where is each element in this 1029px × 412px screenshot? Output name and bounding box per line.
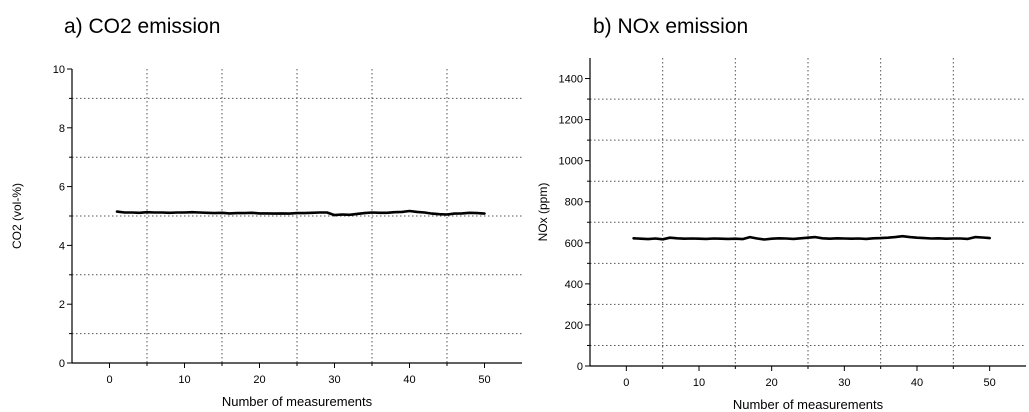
chart-a-y-tick-label-2: 4	[59, 240, 65, 252]
chart-b-x-tick-label-1: 10	[693, 377, 705, 389]
chart-a-x-axis-label: Number of measurements	[222, 394, 373, 409]
chart-a-y-tick-label-1: 2	[59, 299, 65, 311]
chart-b-title: b) NOx emission	[593, 15, 749, 38]
chart-b-y-tick-label-5: 1000	[559, 156, 583, 168]
chart-a-y-axis-label: CO2 (vol-%)	[10, 183, 24, 249]
chart-b-y-tick-label-6: 1200	[559, 115, 583, 127]
chart-b-x-tick-label-0: 0	[623, 377, 629, 389]
chart-b-y-tick-label-0: 0	[577, 361, 583, 373]
chart-b-x-tick-label-3: 30	[838, 377, 850, 389]
chart-b-series-line-0	[632, 234, 992, 241]
chart-b-y-tick-label-7: 1400	[559, 74, 583, 86]
chart-a-title: a) CO2 emission	[64, 15, 221, 38]
chart-b-y-tick-label-4: 800	[565, 197, 583, 209]
chart-a-x-tick-label-1: 10	[178, 374, 190, 386]
chart-a-series-line-0	[115, 209, 486, 217]
chart-b-x-tick-label-5: 50	[984, 377, 996, 389]
chart-b-y-tick-label-1: 200	[565, 320, 583, 332]
chart-a-y-tick-label-4: 8	[59, 123, 65, 135]
chart-a-x-tick-label-3: 30	[328, 374, 340, 386]
chart-b-y-axis-label: NOx (ppm)	[536, 183, 550, 242]
chart-a-y-tick-label-0: 0	[59, 358, 65, 370]
chart-a-x-tick-label-4: 40	[403, 374, 415, 386]
chart-b-x-tick-label-2: 20	[766, 377, 778, 389]
chart-b-x-tick-label-4: 40	[911, 377, 923, 389]
chart-a-y-tick-label-3: 6	[59, 182, 65, 194]
chart-a-x-tick-label-2: 20	[253, 374, 265, 386]
chart-a-y-tick-label-5: 10	[53, 64, 65, 76]
chart-a-x-tick-label-0: 0	[106, 374, 112, 386]
chart-b-x-axis-label: Number of measurements	[733, 397, 884, 412]
chart-a-x-tick-label-5: 50	[478, 374, 490, 386]
chart-b-y-tick-label-2: 400	[565, 279, 583, 291]
chart-b-y-tick-label-3: 600	[565, 238, 583, 250]
